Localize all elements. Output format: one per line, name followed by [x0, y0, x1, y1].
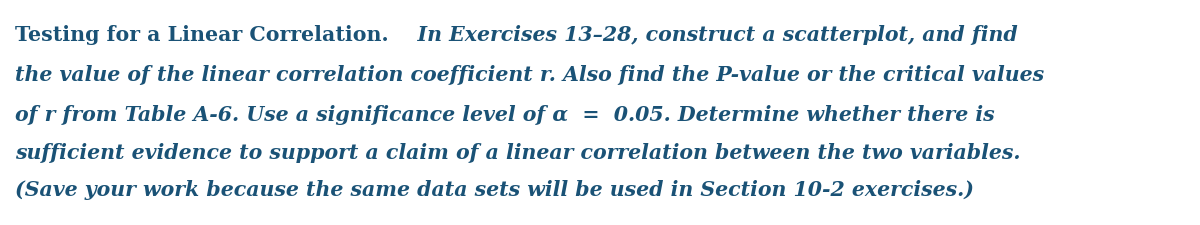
Text: (Save your work because the same data sets will be used in Section 10-2 exercise: (Save your work because the same data se… [14, 180, 974, 200]
Text: the value of the linear correlation coefficient r. Also find the P-value or the : the value of the linear correlation coef… [14, 65, 1044, 85]
Text: sufficient evidence to support a claim of a linear correlation between the two v: sufficient evidence to support a claim o… [14, 143, 1020, 163]
Text: Testing for a Linear Correlation.: Testing for a Linear Correlation. [14, 25, 389, 45]
Text: of r from Table A-6. Use a significance level of α  =  0.05. Determine whether t: of r from Table A-6. Use a significance … [14, 105, 995, 125]
Text: In Exercises 13–28, construct a scatterplot, and find: In Exercises 13–28, construct a scatterp… [389, 25, 1018, 45]
